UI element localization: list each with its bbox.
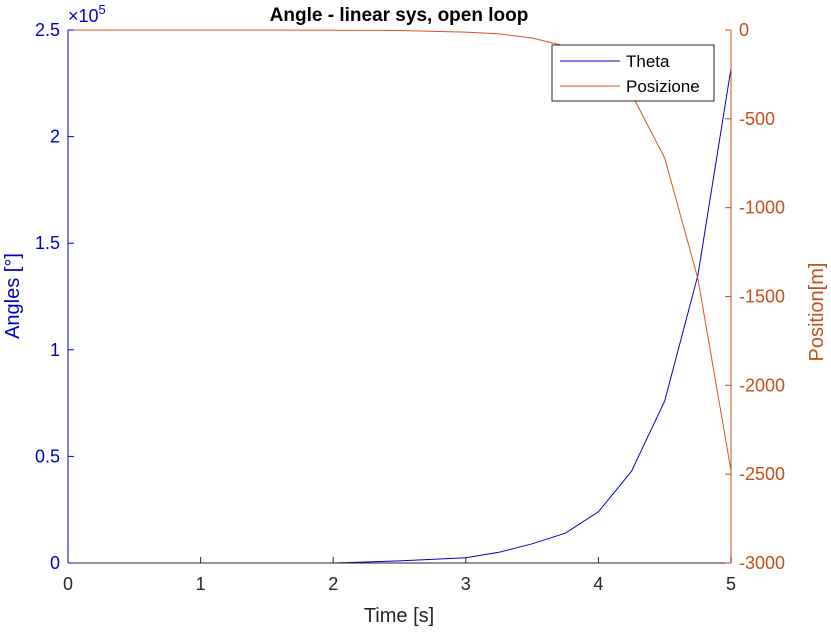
x-tick-label: 2: [328, 574, 338, 594]
right-y-tick-label: -2000: [739, 375, 785, 395]
right-y-axis-title: Position[m]: [806, 263, 828, 362]
x-tick-label: 4: [593, 574, 603, 594]
right-y-axis-ticks: 0 -500 -1000 -1500 -2000 -2500 -3000: [725, 20, 785, 573]
left-y-axis-exponent: ×105: [68, 2, 106, 26]
left-y-tick-label: 0: [50, 553, 60, 573]
x-axis-ticks: 0 1 2 3 4 5: [63, 557, 736, 594]
chart-title: Angle - linear sys, open loop: [270, 5, 529, 26]
x-tick-label: 0: [63, 574, 73, 594]
x-tick-label: 5: [726, 574, 736, 594]
legend-theta-label: Theta: [626, 52, 670, 71]
right-y-tick-label: -2500: [739, 464, 785, 484]
left-y-tick-label: 1: [50, 340, 60, 360]
left-y-axis-ticks: 0 0.5 1 1.5 2 2.5: [35, 20, 74, 573]
x-axis-title: Time [s]: [364, 605, 434, 627]
left-y-exponent-power: 5: [99, 2, 106, 17]
legend-position-label: Posizione: [626, 77, 700, 96]
series-line-posizione: [68, 29, 732, 471]
right-y-tick-label: -1000: [739, 198, 785, 218]
left-y-exponent-base: ×10: [68, 6, 99, 26]
x-tick-label: 3: [461, 574, 471, 594]
legend: Theta Posizione: [551, 44, 715, 102]
right-y-tick-label: -1500: [739, 287, 785, 307]
left-y-tick-label: 2.5: [35, 20, 60, 40]
legend-box: [551, 44, 715, 102]
x-tick-label: 1: [196, 574, 206, 594]
left-y-tick-label: 0.5: [35, 446, 60, 466]
right-y-tick-label: 0: [739, 20, 749, 40]
plot-area: [68, 30, 731, 563]
left-y-tick-label: 2: [50, 127, 60, 147]
right-y-tick-label: -500: [739, 109, 775, 129]
left-y-tick-label: 1.5: [35, 233, 60, 253]
plot-background: [68, 30, 731, 563]
right-y-tick-label: -3000: [739, 553, 785, 573]
left-y-axis-title: Angles [°]: [2, 253, 24, 339]
